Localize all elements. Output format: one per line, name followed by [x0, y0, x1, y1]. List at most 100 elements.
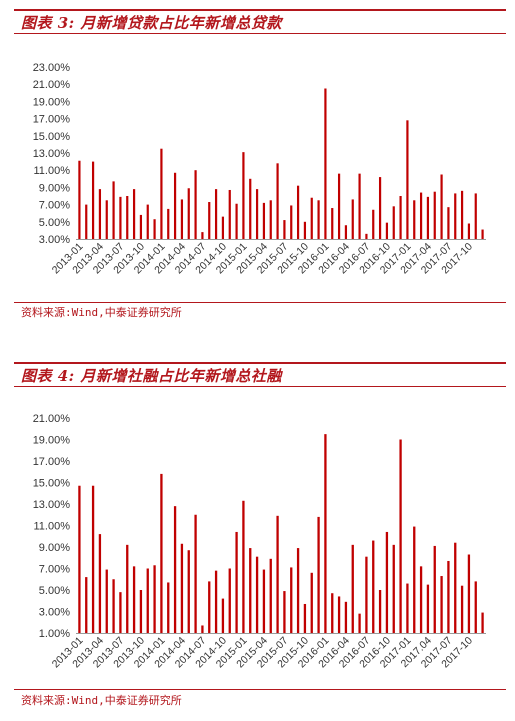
y-tick-label: 7.00%	[39, 200, 70, 212]
bar	[126, 196, 129, 239]
bar	[358, 613, 361, 633]
bar	[481, 229, 484, 239]
bar	[303, 221, 307, 239]
bar	[105, 200, 108, 239]
bar	[119, 592, 122, 633]
bar	[324, 434, 327, 634]
bar	[344, 601, 348, 633]
bar	[433, 191, 436, 239]
bar	[160, 148, 163, 239]
bar	[372, 540, 375, 633]
bar	[406, 583, 409, 633]
bar	[187, 188, 190, 239]
figure-title: 图表 3: 月新增贷款占比年新增总贷款	[21, 14, 282, 32]
source-divider	[14, 689, 506, 690]
bar	[467, 554, 471, 633]
bar	[153, 565, 156, 633]
bar	[378, 590, 382, 633]
bar	[235, 203, 238, 239]
bar	[433, 545, 436, 633]
y-tick-label: 5.00%	[39, 217, 70, 229]
y-tick-label: 21.00%	[33, 413, 71, 425]
bar	[296, 548, 300, 633]
bar	[249, 548, 252, 633]
y-tick-label: 1.00%	[39, 628, 70, 640]
bar	[221, 598, 225, 633]
bar	[173, 506, 177, 633]
bar	[139, 590, 143, 633]
bar	[98, 534, 102, 633]
bar	[201, 625, 204, 633]
bar	[344, 225, 348, 239]
bar	[460, 585, 464, 633]
bar	[201, 232, 204, 239]
bar	[187, 550, 190, 633]
figure-title: 图表 4: 月新增社融占比年新增总社融	[21, 367, 282, 385]
bar	[132, 189, 136, 239]
bar	[365, 233, 368, 239]
bar	[481, 612, 484, 633]
bar	[317, 516, 320, 633]
bar	[283, 220, 286, 239]
bar	[324, 88, 327, 239]
bar-chart: 3.00% 5.00% 7.00% 9.00% 11.00% 13.00% 15.00% 17…	[33, 62, 486, 276]
y-tick-label: 13.00%	[33, 499, 71, 511]
bar	[283, 591, 286, 633]
bar	[440, 576, 443, 633]
bar	[419, 566, 423, 633]
bar	[358, 173, 361, 239]
bar	[126, 544, 129, 633]
bar	[399, 439, 402, 633]
y-tick-label: 15.00%	[33, 131, 71, 143]
bar	[310, 197, 313, 239]
bar-chart: 1.00% 3.00% 5.00% 7.00% 9.00% 11.00% 13.00% 15.…	[33, 413, 486, 670]
bar	[460, 190, 464, 239]
y-tick-label: 3.00%	[39, 607, 70, 619]
bar	[85, 577, 88, 633]
bar	[221, 216, 225, 239]
bar	[208, 202, 211, 239]
bar	[392, 544, 395, 633]
bar	[426, 196, 430, 239]
bar	[160, 473, 163, 633]
y-tick-label: 17.00%	[33, 456, 71, 468]
bar	[365, 556, 368, 633]
bar	[228, 568, 231, 633]
bar	[132, 566, 136, 633]
bar	[167, 582, 170, 633]
bar	[331, 208, 334, 239]
chart-panel-2: 图表 4: 月新增社融占比年新增总社融 1.00% 3.00% 5.00% 7.00%…	[14, 362, 506, 712]
figure-title-bar: 图表 4: 月新增社融占比年新增总社融	[14, 362, 506, 387]
bar	[78, 160, 81, 239]
bar	[153, 219, 156, 239]
bar	[351, 544, 354, 633]
bar	[262, 202, 266, 239]
y-tick-label: 11.00%	[34, 165, 71, 177]
bar	[242, 500, 245, 633]
bar	[180, 199, 184, 239]
bar	[91, 485, 95, 633]
bar	[276, 163, 279, 239]
bar	[235, 531, 238, 633]
bar	[146, 204, 149, 239]
bar	[454, 542, 457, 633]
bar	[331, 593, 334, 633]
bar	[112, 579, 115, 633]
bar	[194, 170, 197, 239]
bar	[214, 189, 218, 239]
bar	[378, 177, 382, 239]
bar	[78, 485, 81, 633]
bar	[372, 209, 375, 239]
bar	[249, 178, 252, 239]
bar	[269, 558, 272, 633]
bar	[208, 581, 211, 633]
bar	[351, 199, 354, 239]
bar	[385, 531, 389, 633]
bar	[440, 174, 443, 239]
bar	[242, 152, 245, 239]
bar	[413, 526, 416, 633]
bar	[276, 515, 279, 633]
bar	[337, 596, 341, 633]
y-tick-label: 19.00%	[33, 96, 71, 108]
y-tick-label: 21.00%	[33, 79, 71, 91]
